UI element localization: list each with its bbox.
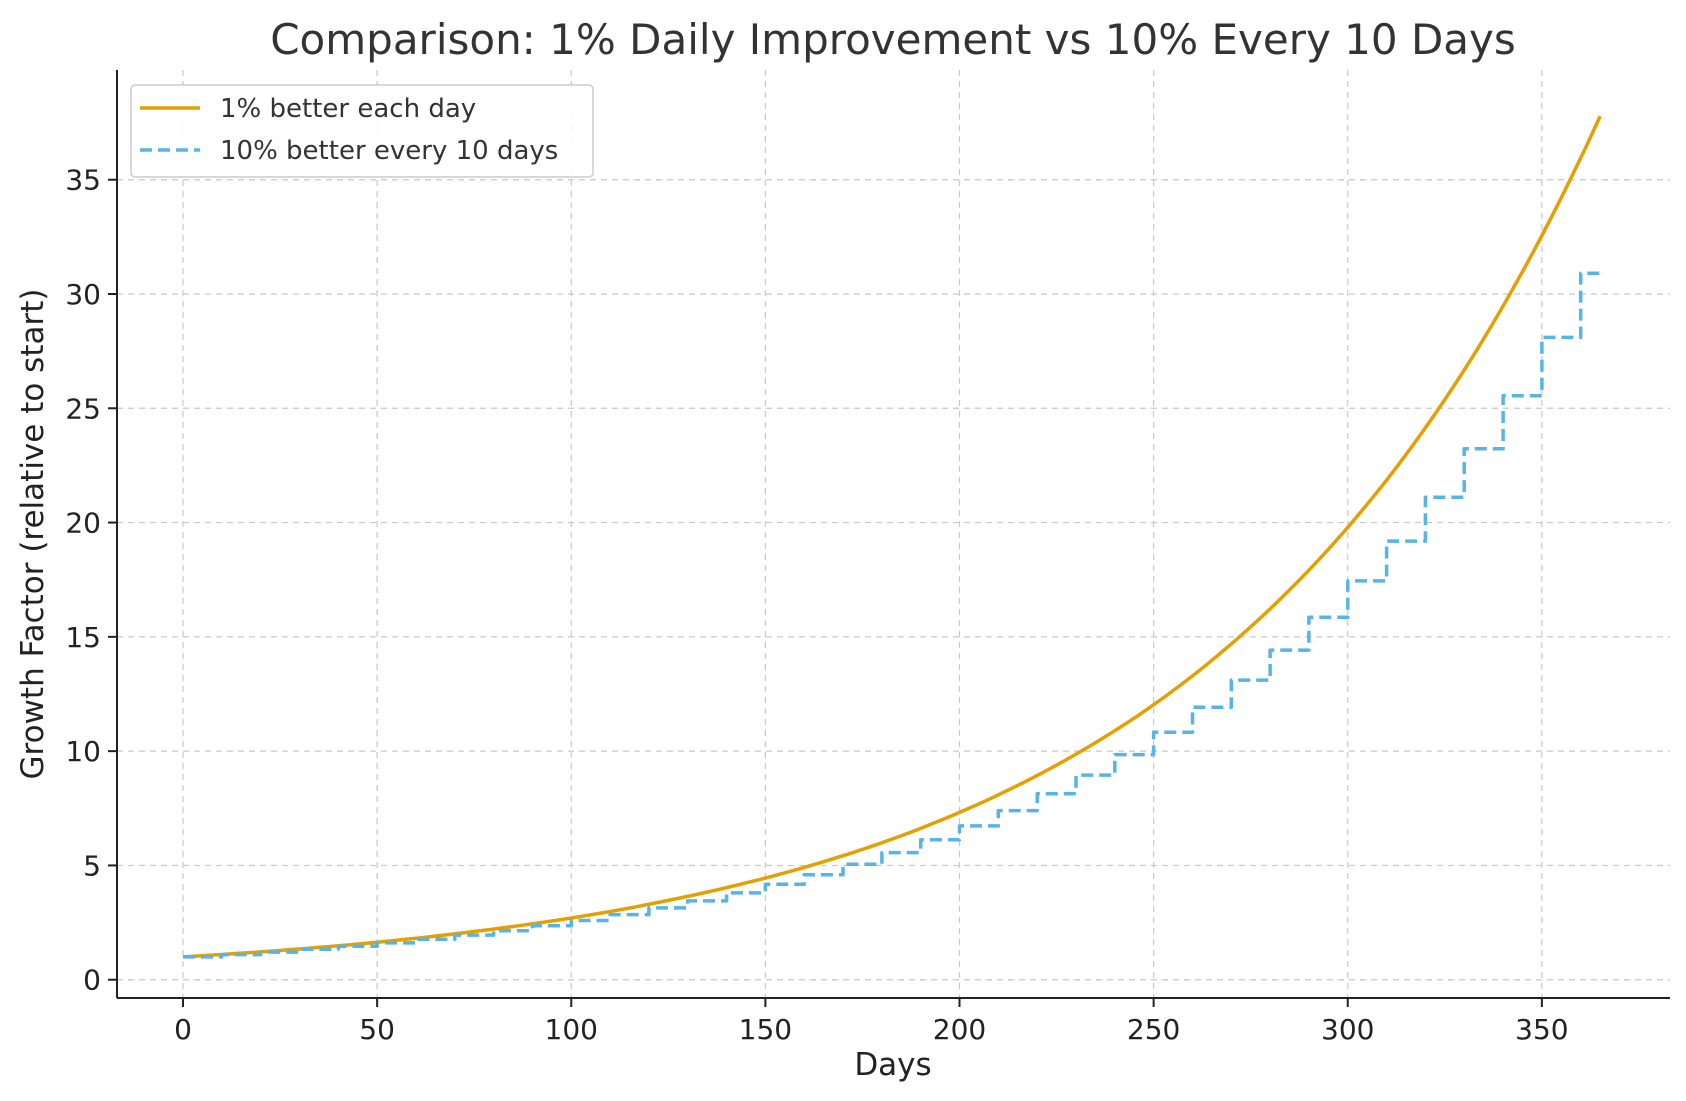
- series-line-daily: [182, 115, 1602, 959]
- y-tick-label: 15: [65, 621, 101, 654]
- legend-label-ten-day: 10% better every 10 days: [220, 136, 558, 166]
- series-line-ten-day: [183, 271, 1601, 959]
- legend-label-daily: 1% better each day: [220, 94, 476, 124]
- x-tick-label: 200: [933, 1013, 986, 1046]
- y-tick-label: 35: [65, 164, 101, 197]
- y-tick-label: 20: [65, 507, 101, 540]
- y-axis-label: Growth Factor (relative to start): [15, 289, 51, 780]
- ticks: 0 50 100 150 200 250 300 350 0 5 10 15 20 25 30 35: [65, 164, 1568, 1046]
- x-tick-label: 100: [545, 1013, 598, 1046]
- x-tick-label: 50: [359, 1013, 395, 1046]
- chart-title: Comparison: 1% Daily Improvement vs 10% …: [270, 15, 1516, 64]
- y-tick-label: 5: [83, 849, 101, 882]
- legend-box: [130, 84, 594, 178]
- axes: [116, 70, 1670, 999]
- y-tick-label: 0: [83, 964, 101, 997]
- x-tick-label: 150: [739, 1013, 792, 1046]
- x-tick-label: 350: [1515, 1013, 1568, 1046]
- x-axis-label: Days: [854, 1047, 931, 1083]
- x-tick-label: 300: [1321, 1013, 1374, 1046]
- x-tick-label: 250: [1127, 1013, 1180, 1046]
- y-tick-label: 10: [65, 735, 101, 768]
- series-lines: [182, 115, 1602, 959]
- y-tick-label: 30: [65, 278, 101, 311]
- y-tick-label: 25: [65, 392, 101, 425]
- x-tick-label: 0: [174, 1013, 192, 1046]
- grid-lines: [117, 70, 1670, 998]
- legend: 1% better each day 10% better every 10 d…: [130, 84, 594, 178]
